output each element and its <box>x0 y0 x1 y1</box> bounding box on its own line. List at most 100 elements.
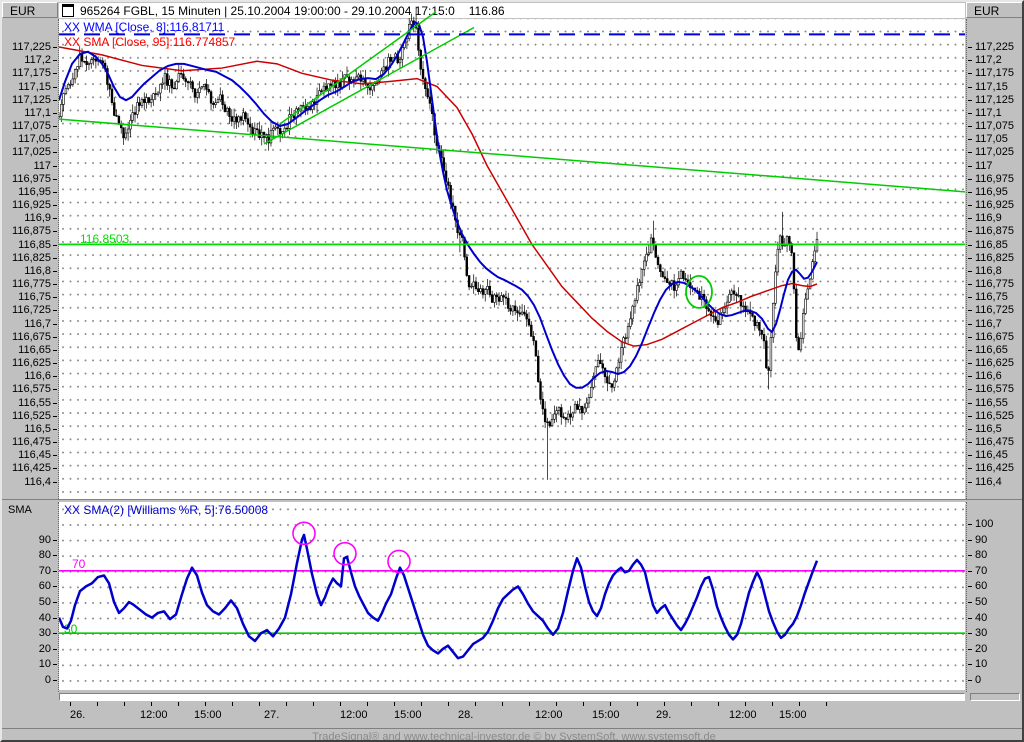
axis-tick-label: 116,425 <box>12 462 51 475</box>
axis-tick-label: 117,15 <box>18 80 51 93</box>
axis-tick-label: 60 <box>38 580 51 593</box>
axis-tick-label: 116,875 <box>975 225 1014 238</box>
axis-tick <box>968 648 972 650</box>
indicator-plot-area[interactable] <box>59 502 965 690</box>
axis-tick <box>968 244 972 246</box>
chart-title: 965264 FGBL, 15 Minuten | 25.10.2004 19:… <box>80 3 455 18</box>
axis-tick-label: 20 <box>975 642 988 655</box>
axis-tick <box>968 323 972 325</box>
axis-tick-label: 116,675 <box>12 330 51 343</box>
axis-tick-label: 116,7 <box>975 317 1002 330</box>
axis-tick <box>968 468 972 470</box>
axis-tick-label: 70 <box>975 564 988 577</box>
axis-tick <box>53 126 57 127</box>
axis-tick-label: 70 <box>38 564 51 577</box>
overbought-line-label: 70 <box>72 557 86 571</box>
axis-tick <box>53 178 57 180</box>
axis-tick <box>968 617 972 619</box>
axis-tick <box>178 702 179 706</box>
axis-tick <box>151 702 152 706</box>
axis-tick-label: 117 <box>975 159 993 172</box>
axis-tick-label: 116,6 <box>975 370 1002 383</box>
axis-tick <box>53 539 57 541</box>
axis-tick-label: 12:00 <box>140 709 168 721</box>
axis-tick-label: 50 <box>975 596 988 608</box>
axis-tick-label: 117,125 <box>12 93 51 106</box>
axis-tick <box>968 126 972 127</box>
price-line-label: 116.8503 <box>80 232 130 246</box>
axis-tick-label: 117,175 <box>12 67 51 80</box>
axis-tick <box>53 112 57 114</box>
axis-tick-label: 116,4 <box>975 475 1002 488</box>
indicator-left-axis: SMA 90 80 70 60 50 40 30 20 10 0 <box>2 502 59 692</box>
axis-tick <box>53 376 57 378</box>
indicator-legend: XX SMA(2) [Williams %R, 5]:76.50008 <box>64 503 269 517</box>
axis-tick <box>53 139 57 141</box>
axis-tick <box>232 702 233 706</box>
axis-tick <box>968 112 972 114</box>
axis-tick <box>968 376 972 378</box>
axis-tick <box>968 231 972 233</box>
axis-tick <box>745 702 746 706</box>
axis-tick-label: 117,075 <box>12 120 51 132</box>
axis-tick-label: 29. <box>656 709 672 721</box>
scrollbar-corner <box>970 693 1020 701</box>
axis-tick <box>968 205 972 206</box>
axis-tick <box>53 617 57 619</box>
axis-tick <box>124 702 125 706</box>
axis-tick-label: 116,45 <box>18 449 51 462</box>
axis-tick <box>799 702 800 706</box>
axis-tick <box>53 47 57 48</box>
axis-tick-label: 116,625 <box>975 357 1014 369</box>
axis-tick-label: 117,05 <box>18 133 51 146</box>
axis-tick <box>718 702 719 706</box>
axis-tick-label: 116,8 <box>24 264 51 277</box>
axis-tick <box>53 152 57 154</box>
axis-tick <box>637 702 638 706</box>
axis-tick <box>968 680 972 681</box>
axis-tick <box>53 363 57 364</box>
price-plot-area[interactable] <box>59 19 965 499</box>
axis-tick-label: 26. <box>70 709 86 721</box>
axis-tick-label: 116,925 <box>975 199 1014 211</box>
price-right-axis: 117,225 117,2 117,175 117,15 117,125 117,1 117… <box>966 19 1022 499</box>
axis-tick <box>968 257 972 259</box>
chart-title-bar[interactable]: 965264 FGBL, 15 Minuten | 25.10.2004 19:… <box>59 3 965 18</box>
axis-tick <box>53 336 57 338</box>
axis-tick <box>70 702 71 706</box>
axis-tick-label: 0 <box>44 674 51 686</box>
axis-tick-label: 116,425 <box>975 462 1014 475</box>
axis-tick-label: 116,775 <box>975 278 1014 290</box>
axis-tick <box>53 442 57 443</box>
axis-tick-label: 116,4 <box>24 475 51 488</box>
axis-tick-label: 10 <box>38 658 51 671</box>
axis-tick-label: 116,5 <box>975 422 1002 435</box>
axis-tick <box>502 702 503 706</box>
axis-tick-label: 116,625 <box>12 357 51 369</box>
axis-tick <box>968 455 972 457</box>
axis-tick <box>53 680 57 681</box>
axis-tick <box>53 555 57 557</box>
axis-tick-label: 117,125 <box>975 93 1014 106</box>
top-right-currency-cell: EUR <box>966 2 1022 18</box>
axis-tick <box>968 524 972 525</box>
axis-tick-label: 12:00 <box>535 709 563 721</box>
axis-tick <box>968 165 972 167</box>
axis-tick <box>53 73 57 75</box>
axis-tick-label: 117,05 <box>975 133 1008 146</box>
axis-tick <box>968 270 972 272</box>
axis-tick <box>968 297 972 299</box>
time-axis: 26. 12:00 15:00 27. 12:00 15:00 28. 12:00 15:00 2… <box>2 702 1022 728</box>
horizontal-scrollbar[interactable] <box>59 693 965 701</box>
axis-tick <box>968 139 972 141</box>
axis-tick-label: 116,825 <box>975 251 1014 264</box>
axis-tick-label: 116,575 <box>975 383 1014 396</box>
axis-tick-label: 50 <box>38 596 51 608</box>
axis-tick <box>367 702 368 706</box>
axis-tick <box>53 297 57 299</box>
axis-tick <box>421 702 422 706</box>
axis-tick-label: 116,525 <box>12 409 51 422</box>
axis-tick-label: 116,95 <box>975 185 1008 198</box>
axis-tick-label: 116,65 <box>18 343 51 356</box>
axis-tick-label: 0 <box>975 674 982 686</box>
